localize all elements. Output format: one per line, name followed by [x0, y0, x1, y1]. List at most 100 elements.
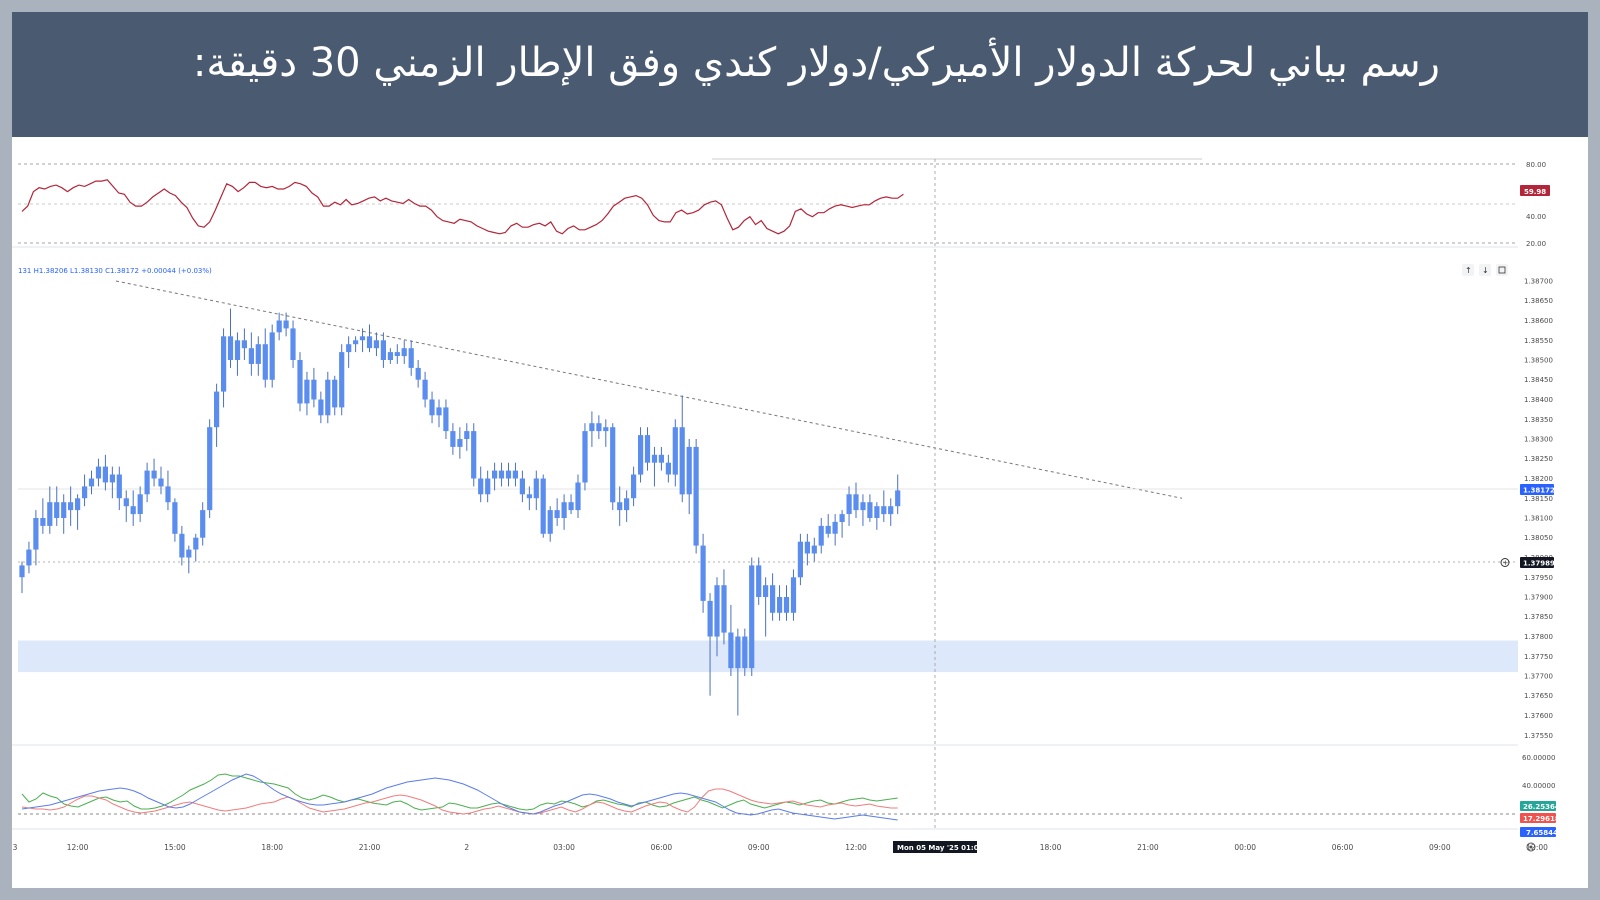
maximize-pane-button[interactable]: [1496, 264, 1508, 276]
candle: [756, 557, 762, 605]
candle-body: [478, 478, 484, 495]
candle: [33, 510, 39, 566]
arrow-down-icon: ↓: [1482, 266, 1489, 275]
candle: [214, 383, 220, 447]
candle: [700, 533, 706, 613]
candle-body: [505, 470, 512, 479]
candle-body: [818, 525, 824, 546]
move-up-button[interactable]: [1462, 264, 1474, 276]
candle: [123, 490, 129, 522]
candle-body: [373, 340, 379, 349]
rsi-pane: 80.00 40.00 20.00 59.98: [18, 161, 1550, 248]
candle-body: [130, 506, 136, 515]
candle-body: [804, 541, 810, 554]
price-tick-label: 1.37600: [1524, 712, 1553, 720]
candle-body: [429, 399, 435, 416]
adx-line: [21, 773, 898, 821]
candle: [610, 423, 616, 511]
candle: [617, 486, 623, 526]
price-tick-label: 1.38400: [1524, 396, 1553, 404]
candle: [26, 541, 32, 574]
candle: [207, 419, 213, 518]
candle: [589, 411, 595, 447]
candle-body: [387, 352, 393, 360]
dmi-tick-60: 60.00000: [1522, 754, 1555, 762]
candle: [422, 371, 428, 408]
candle: [290, 320, 296, 368]
candle-body: [540, 478, 546, 534]
candle: [533, 470, 539, 511]
add-alert-icon[interactable]: [1500, 558, 1510, 567]
rsi-value-text: 59.98: [1524, 188, 1546, 196]
candle-body: [763, 585, 769, 597]
candle-body: [797, 541, 803, 578]
candle-body: [165, 486, 171, 503]
candle: [888, 498, 894, 526]
candle-body: [770, 585, 776, 613]
candle-body: [895, 490, 901, 507]
trading-chart[interactable]: 80.00 40.00 20.00 59.98 1.387001.386501.…: [12, 137, 1588, 888]
candle: [269, 324, 275, 388]
crosshair-price-text: 1.37989: [1523, 560, 1555, 568]
candle-body: [617, 502, 623, 511]
candle-body: [283, 320, 289, 329]
candle: [415, 360, 421, 388]
candle-body: [644, 435, 651, 463]
time-tick-label: 06:00: [1332, 843, 1354, 852]
candle: [512, 462, 518, 487]
candle: [797, 533, 803, 586]
price-tick-label: 1.38050: [1524, 534, 1553, 542]
candle-body: [867, 502, 873, 518]
candle: [547, 506, 553, 542]
candle: [624, 490, 630, 522]
crosshair-time-tag: [893, 841, 977, 853]
candle-body: [561, 502, 567, 518]
candle-body: [714, 585, 720, 637]
time-tick-label: 12:00: [1526, 843, 1548, 852]
candle-body: [686, 446, 692, 495]
candle-body: [269, 332, 275, 380]
settings-gear-icon[interactable]: [1526, 842, 1536, 852]
candle-body: [631, 474, 637, 499]
candle: [672, 419, 678, 487]
support-zone: [18, 640, 1518, 673]
price-tick-label: 1.38550: [1524, 337, 1553, 345]
candle-body: [860, 502, 866, 511]
rsi-tick-20: 20.00: [1526, 240, 1546, 248]
candle: [679, 395, 685, 503]
candle-body: [624, 498, 630, 511]
candle: [359, 328, 366, 353]
candle: [492, 462, 498, 491]
candle-body: [464, 431, 470, 439]
candle: [603, 419, 609, 447]
candle: [874, 502, 880, 530]
candle: [151, 458, 157, 487]
candle: [276, 312, 282, 341]
candle-body: [82, 486, 88, 499]
candle-body: [123, 498, 129, 507]
candle: [519, 470, 525, 503]
title-banner: رسم بياني لحركة الدولار الأميركي/دولار ك…: [12, 12, 1588, 137]
move-down-button[interactable]: [1479, 264, 1491, 276]
crosshair-price-tag: [1520, 557, 1554, 568]
candle: [582, 423, 588, 491]
candle: [373, 332, 379, 357]
candle: [332, 375, 338, 416]
candle-body: [353, 340, 359, 345]
dmi-plus-tag: [1520, 801, 1556, 811]
candle: [144, 462, 150, 503]
candle: [839, 510, 845, 538]
candle-body: [742, 636, 748, 669]
candle-body: [554, 510, 560, 518]
candle-body: [596, 423, 602, 432]
candle-body: [54, 502, 60, 518]
candle-body: [658, 454, 664, 463]
time-axis: 3 12:00 15:00 18:00 21:00 2 03:00 06:00 09:00 12:…: [13, 843, 1549, 852]
candle-body: [116, 474, 122, 499]
candle-body: [408, 348, 414, 368]
candle-body: [262, 344, 268, 380]
candle-body: [221, 336, 227, 392]
candle: [54, 486, 60, 526]
candle-body: [47, 502, 53, 526]
candle: [387, 348, 393, 364]
